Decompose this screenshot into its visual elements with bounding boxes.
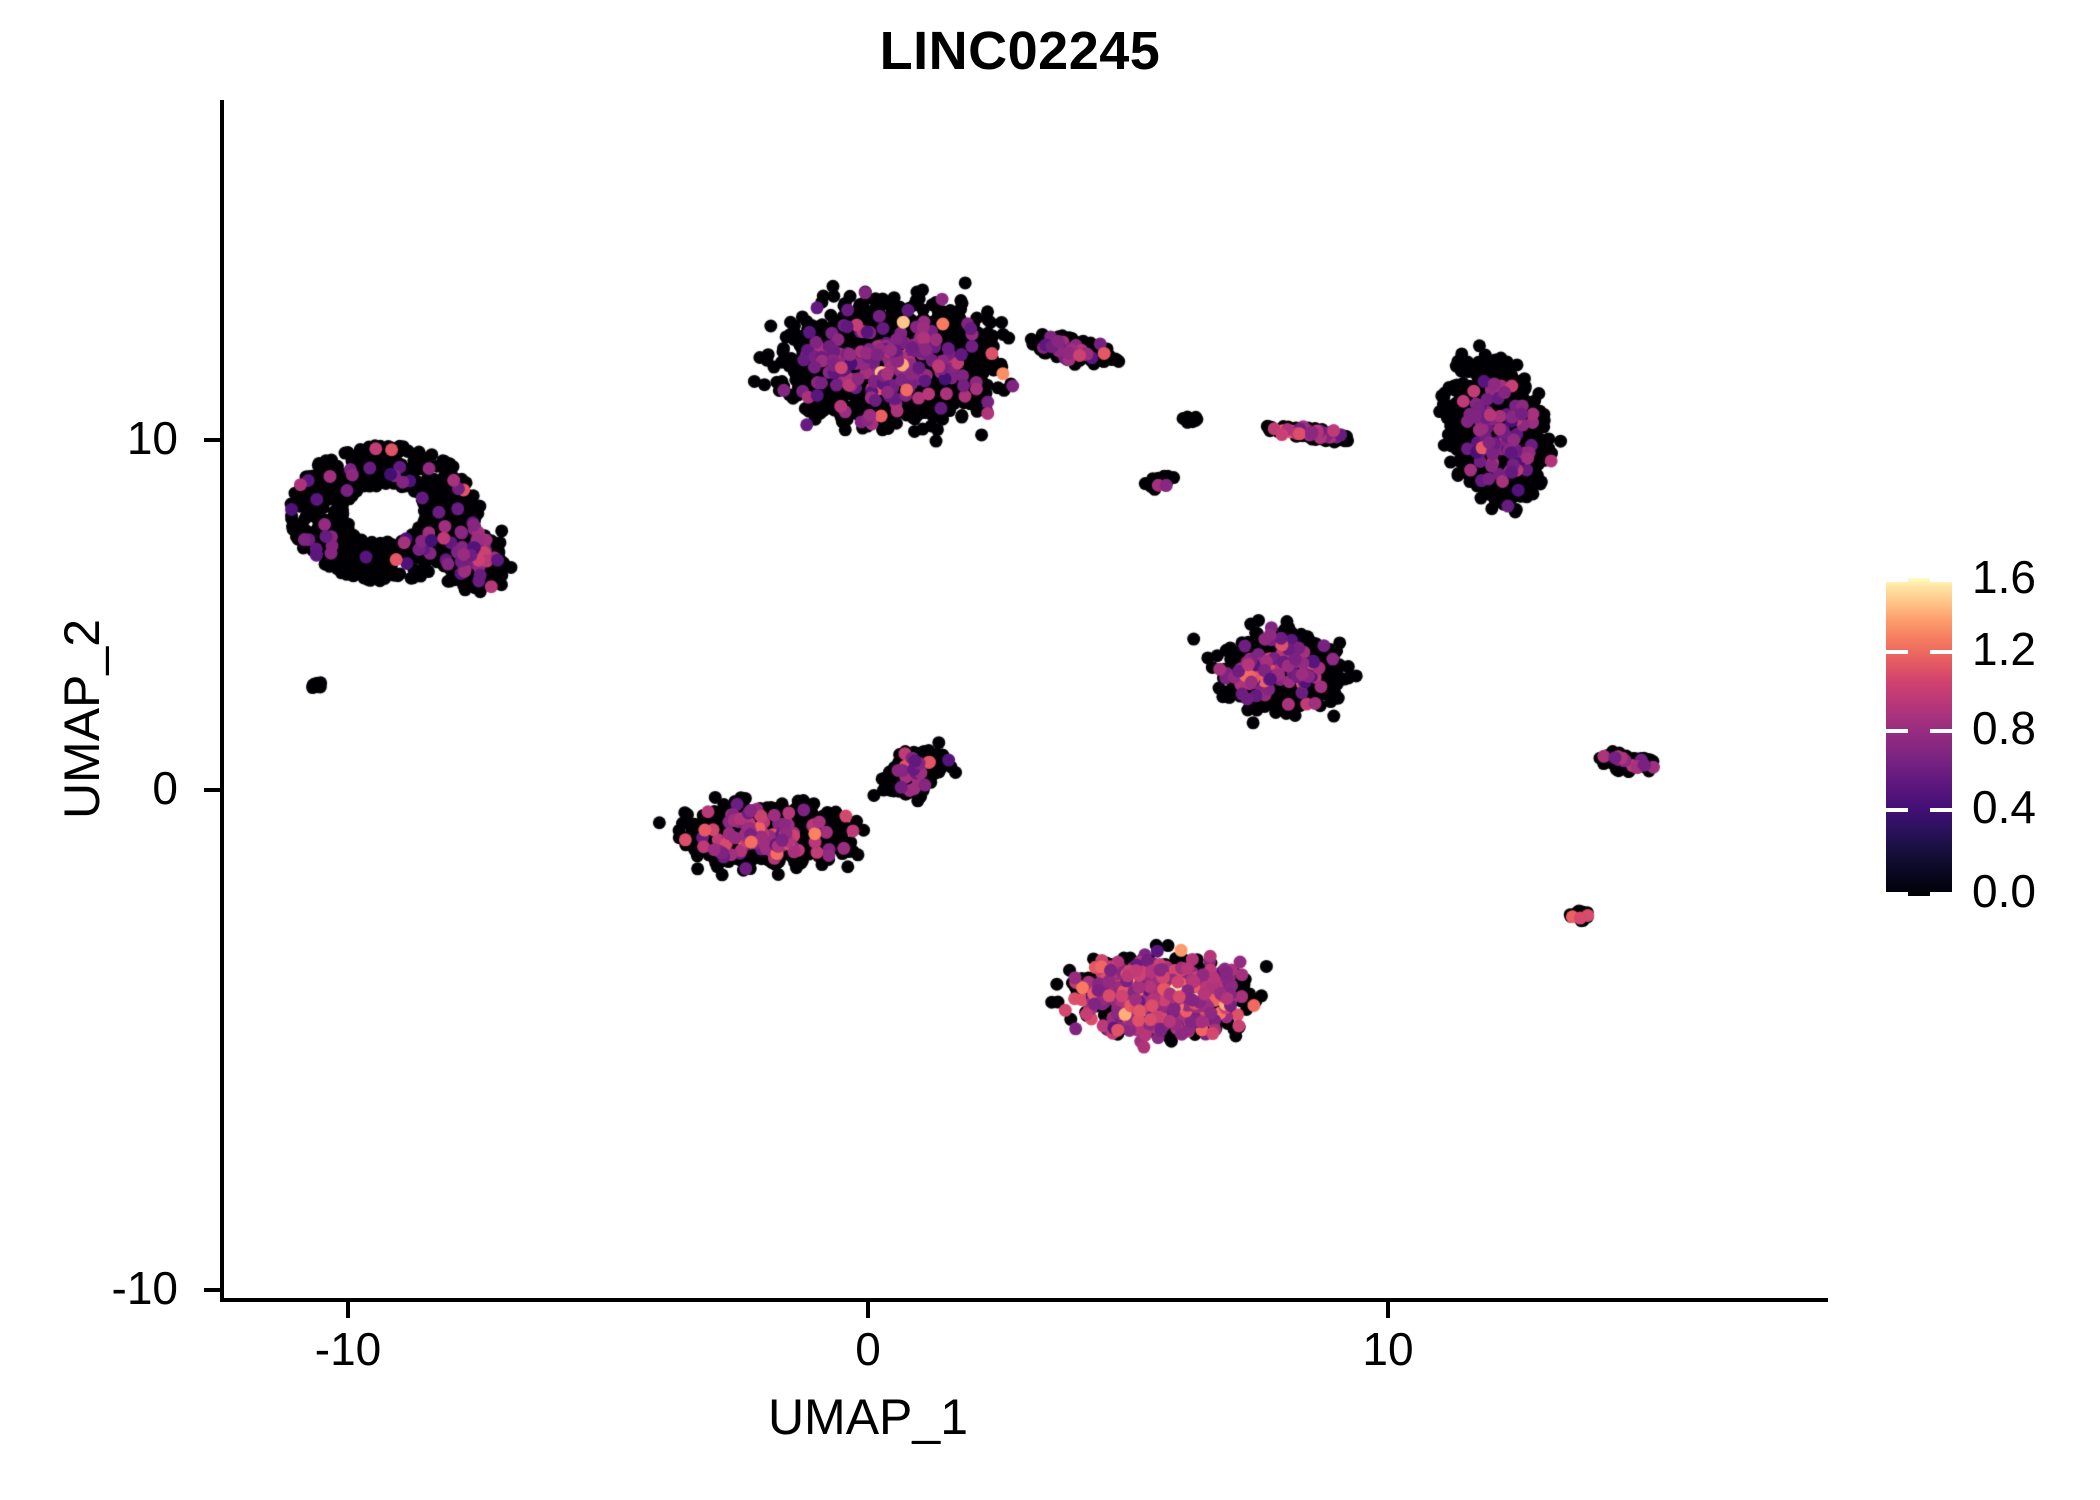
y-tick-mark--10 bbox=[204, 1288, 220, 1292]
x-axis-label: UMAP_1 bbox=[767, 1389, 969, 1445]
colorbar-legend: 1.6 1.2 0.8 0.4 0.0 bbox=[1886, 554, 2086, 914]
x-tick-label-10: 10 bbox=[1362, 1323, 1414, 1375]
colorbar-tick-1_6-left bbox=[1886, 578, 1908, 582]
y-axis-label: UMAP_2 bbox=[54, 618, 110, 820]
colorbar-tick-1_2-right bbox=[1930, 650, 1952, 654]
y-tick-mark-0 bbox=[204, 788, 220, 792]
colorbar-tick-0_8-right bbox=[1930, 729, 1952, 733]
colorbar-tick-1_6-right bbox=[1930, 578, 1952, 582]
x-tick-mark-10 bbox=[1386, 1302, 1390, 1318]
y-tick-label-0: 0 bbox=[152, 762, 178, 814]
x-axis-line bbox=[220, 1298, 1828, 1302]
colorbar-tick-0_4-right bbox=[1930, 808, 1952, 812]
x-tick-label--10: -10 bbox=[314, 1323, 382, 1375]
x-tick-label-0: 0 bbox=[855, 1323, 881, 1375]
x-tick-mark-0 bbox=[866, 1302, 870, 1318]
colorbar-tick-0_8-left bbox=[1886, 729, 1908, 733]
x-tick-mark--10 bbox=[346, 1302, 350, 1318]
colorbar-tick-0_0-right bbox=[1930, 892, 1952, 896]
colorbar-tick-0_0-left bbox=[1886, 892, 1908, 896]
y-tick-mark-10 bbox=[204, 438, 220, 442]
colorbar-label-1_6: 1.6 bbox=[1972, 551, 2036, 603]
colorbar-label-0_0: 0.0 bbox=[1972, 865, 2036, 917]
y-tick-label-10: 10 bbox=[126, 412, 178, 464]
colorbar-label-0_8: 0.8 bbox=[1972, 702, 2036, 754]
y-tick-label--10: -10 bbox=[111, 1262, 178, 1314]
colorbar-label-1_2: 1.2 bbox=[1972, 623, 2036, 675]
colorbar-tick-0_4-left bbox=[1886, 808, 1908, 812]
colorbar-label-0_4: 0.4 bbox=[1972, 781, 2036, 833]
colorbar-gradient bbox=[1886, 578, 1952, 896]
colorbar-tick-1_2-left bbox=[1886, 650, 1908, 654]
y-axis-line bbox=[220, 100, 224, 1302]
